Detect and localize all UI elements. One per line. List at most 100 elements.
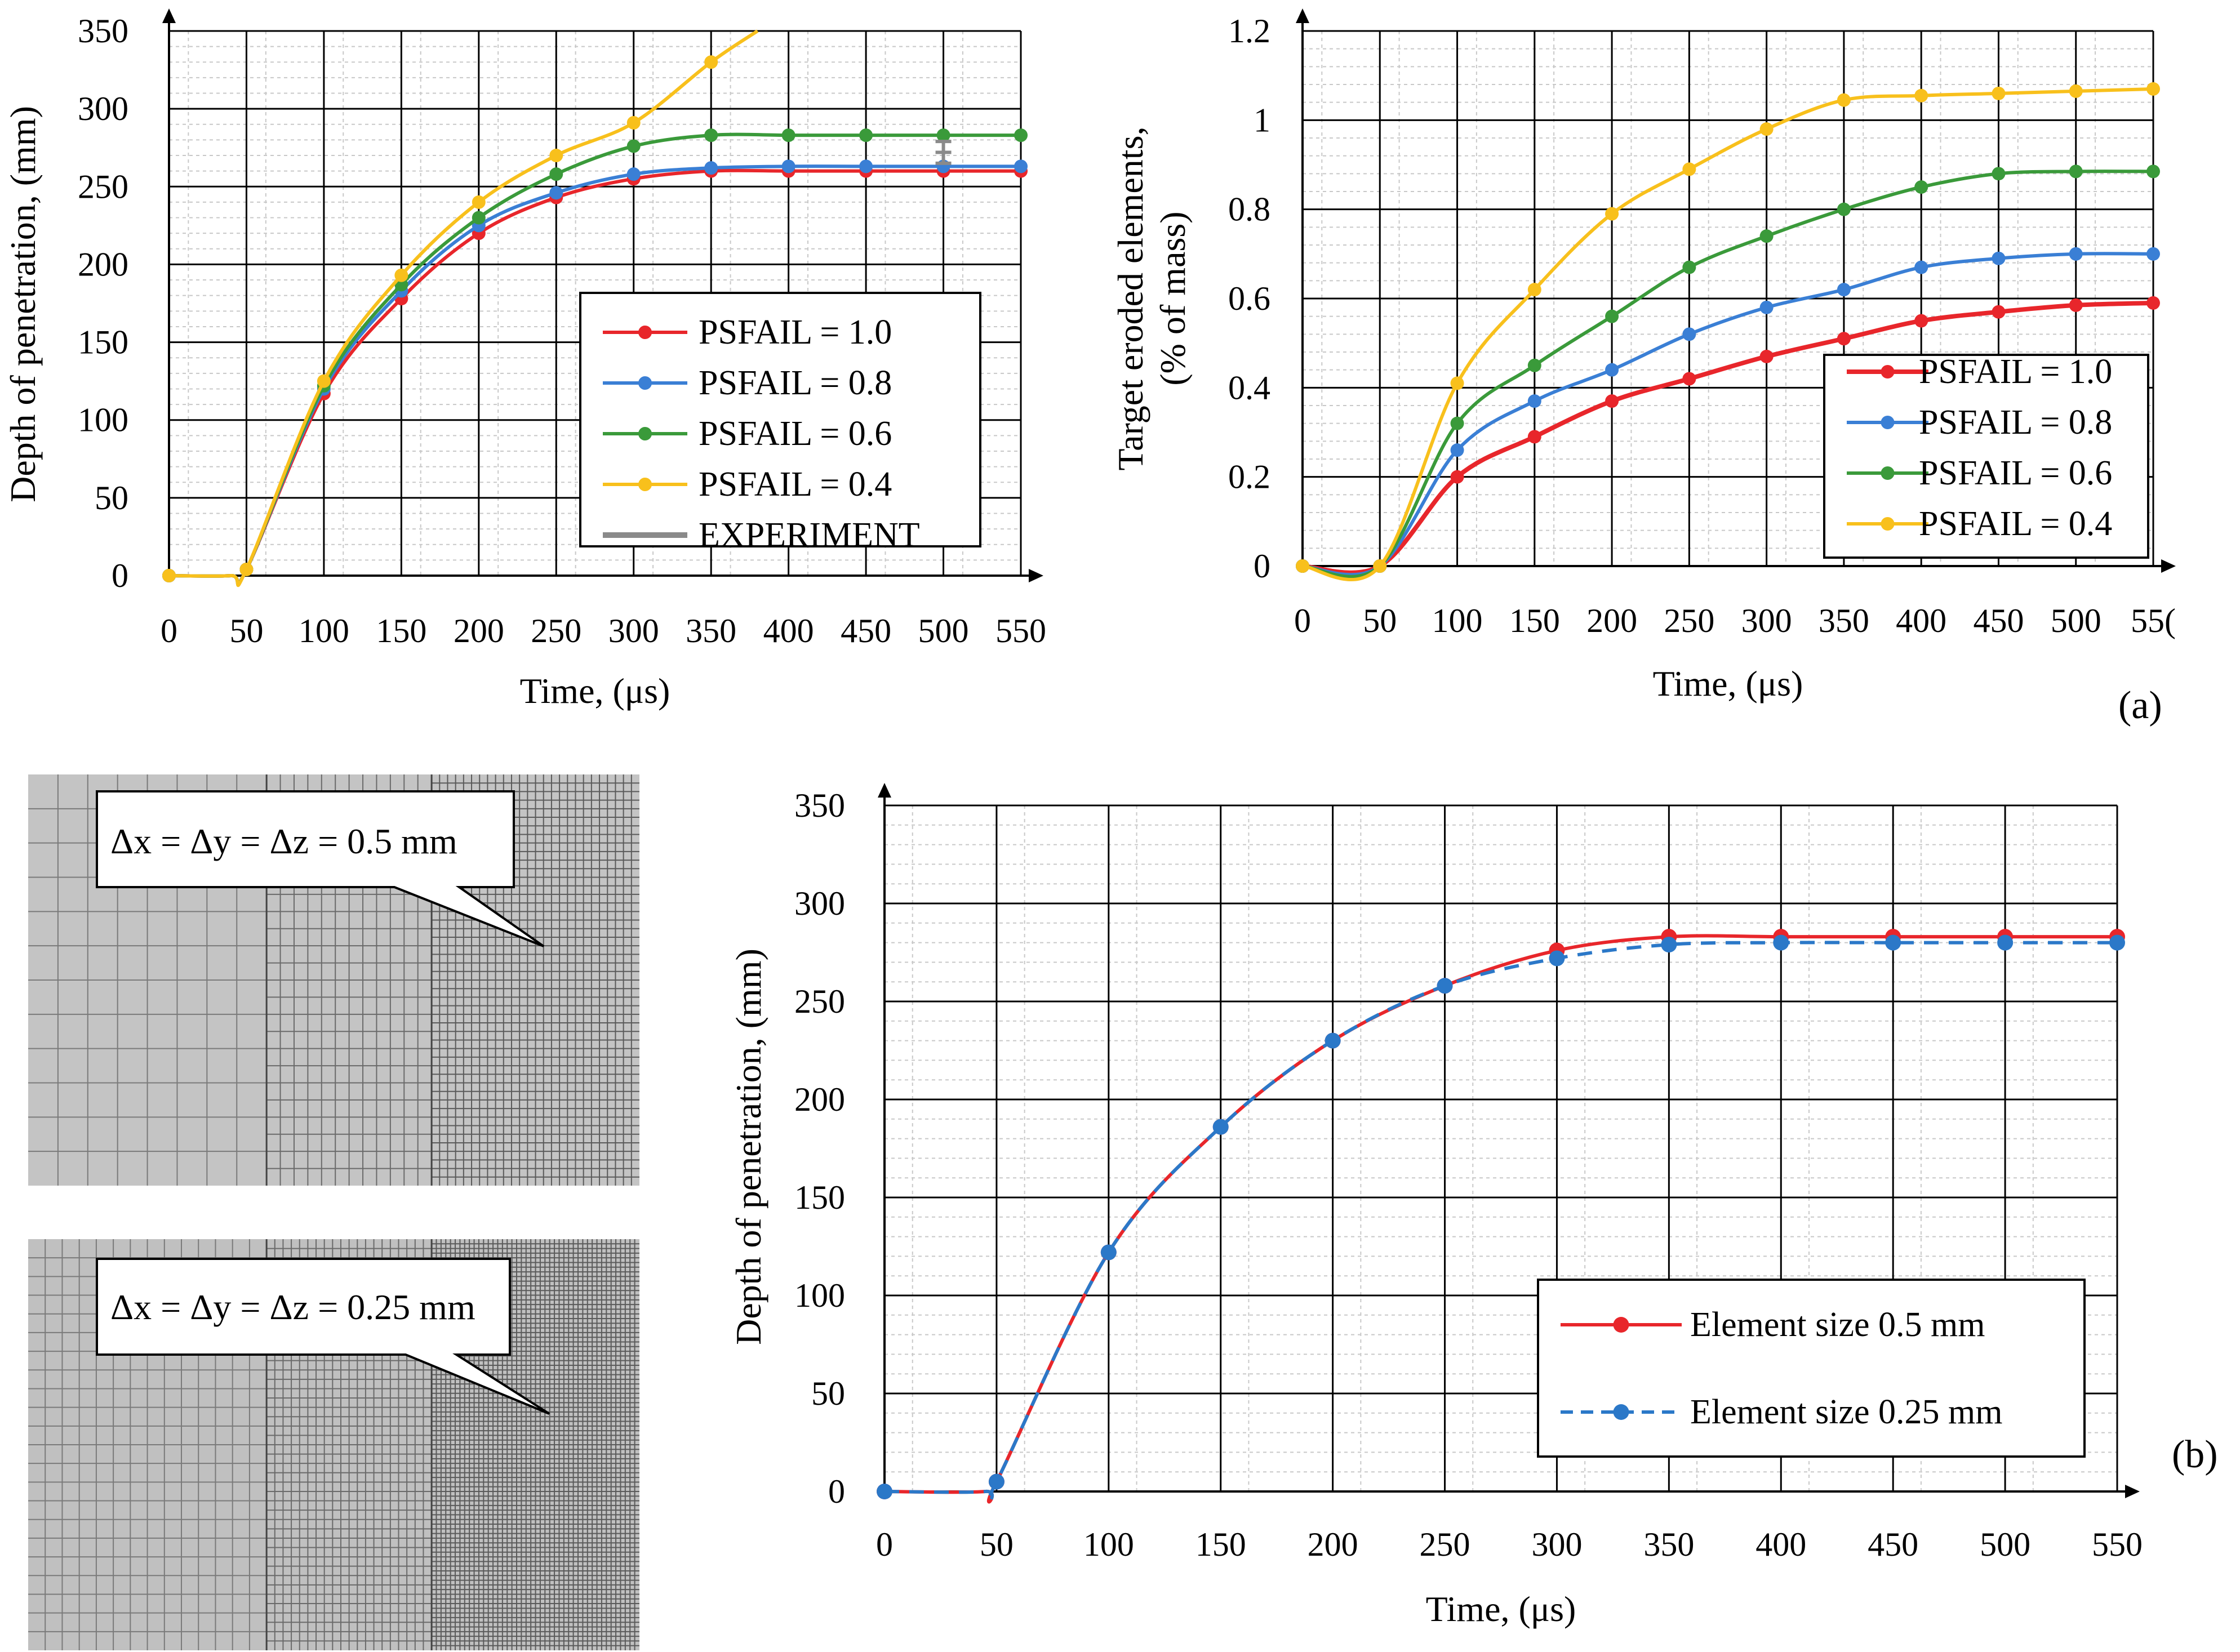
y-tick-label: 250 xyxy=(794,983,845,1020)
data-point xyxy=(1885,934,1901,951)
x-axis-arrow xyxy=(2125,1485,2140,1498)
data-point xyxy=(1837,283,1851,297)
data-point xyxy=(936,128,950,143)
legend-label: PSFAIL = 1.0 xyxy=(1919,353,2112,391)
data-point xyxy=(1527,430,1541,444)
data-point xyxy=(1992,86,2006,100)
data-point xyxy=(2069,84,2083,98)
data-point xyxy=(2146,164,2160,179)
data-point xyxy=(1605,309,1619,323)
data-point xyxy=(1014,159,1028,173)
y-axis-label: Depth of penetration, (mm) xyxy=(3,106,43,502)
data-point xyxy=(1837,93,1851,107)
x-tick-label: 250 xyxy=(1664,602,1714,639)
legend-item: PSFAIL = 1.0 xyxy=(1847,353,2112,391)
data-point xyxy=(1837,202,1851,216)
data-point xyxy=(1605,363,1619,377)
x-tick-label: 550 xyxy=(2092,1526,2143,1563)
legend-marker xyxy=(1881,466,1895,480)
data-point xyxy=(1437,978,1453,994)
data-point xyxy=(162,569,176,582)
data-point xyxy=(1914,260,1928,274)
data-point xyxy=(1914,314,1928,328)
x-tick-label: 50 xyxy=(980,1526,1014,1563)
data-point xyxy=(1450,443,1464,457)
data-point xyxy=(1325,1032,1341,1049)
x-tick-label: 150 xyxy=(376,612,426,649)
data-point xyxy=(2146,82,2160,96)
data-point xyxy=(1682,162,1696,176)
series-line-2 xyxy=(884,941,2117,1504)
x-tick-label: 100 xyxy=(1432,602,1483,639)
data-point xyxy=(1100,1244,1117,1261)
data-point xyxy=(781,128,795,143)
data-point xyxy=(1682,327,1696,341)
x-tick-label: 100 xyxy=(299,612,349,649)
axes xyxy=(1296,8,2176,573)
x-tick-label: 0 xyxy=(161,612,177,649)
data-point xyxy=(1914,88,1928,103)
series-group xyxy=(162,29,1028,587)
data-point xyxy=(1759,300,1774,314)
data-point xyxy=(472,195,486,209)
x-tick-label: 150 xyxy=(1509,602,1560,639)
x-tick-label: 0 xyxy=(1294,602,1311,639)
panel-label-a: (a) xyxy=(2118,684,2162,727)
legend-item: PSFAIL = 1.0 xyxy=(603,313,892,351)
legend-label: PSFAIL = 0.8 xyxy=(699,364,892,402)
data-point xyxy=(704,55,718,69)
data-point xyxy=(2109,934,2125,951)
data-point xyxy=(1605,207,1619,221)
x-tick-label: 450 xyxy=(841,612,891,649)
data-point xyxy=(626,116,641,130)
y-axis-label-2: (% of mass) xyxy=(1153,211,1193,385)
legend-label: Element size 0.5 mm xyxy=(1690,1306,1985,1344)
legend: PSFAIL = 1.0 PSFAIL = 0.8 PSFAIL = 0.6 PSFA… xyxy=(1823,353,2149,559)
y-tick-label: 250 xyxy=(78,168,128,205)
y-tick-label: 350 xyxy=(78,12,128,50)
x-tick-label: 50 xyxy=(229,612,263,649)
data-point xyxy=(2146,247,2160,261)
legend-marker xyxy=(1881,365,1895,379)
data-point xyxy=(1212,1119,1229,1135)
data-point xyxy=(626,167,641,181)
data-point xyxy=(239,562,254,576)
data-point xyxy=(1527,283,1541,297)
x-tick-label: 400 xyxy=(763,612,814,649)
x-tick-label: 500 xyxy=(918,612,969,649)
y-tick-label: 1 xyxy=(1254,101,1270,139)
panel-label-b: (b) xyxy=(2172,1433,2218,1476)
data-point xyxy=(1992,251,2006,265)
x-axis-arrow xyxy=(2161,559,2176,573)
legend-item: EXPERIMENT xyxy=(603,516,920,554)
data-point xyxy=(1682,372,1696,386)
y-tick-label: 1.2 xyxy=(1228,12,1270,50)
legend-label: EXPERIMENT xyxy=(699,516,920,554)
data-point xyxy=(626,139,641,153)
legend-label: PSFAIL = 0.8 xyxy=(1919,403,2112,442)
data-point xyxy=(2146,296,2160,310)
x-tick-label: 200 xyxy=(454,612,504,649)
legend-item: PSFAIL = 0.8 xyxy=(603,364,892,402)
y-axis-arrow xyxy=(1296,8,1309,23)
data-point xyxy=(1527,358,1541,372)
y-axis-label: Depth of penetration, (mm) xyxy=(728,949,768,1345)
x-tick-label: 200 xyxy=(1586,602,1637,639)
data-point xyxy=(781,159,795,173)
data-point xyxy=(549,186,563,200)
x-axis-label: Time, (μs) xyxy=(520,671,670,711)
legend: PSFAIL = 1.0 PSFAIL = 0.8 PSFAIL = 0.6 PSFA… xyxy=(579,292,981,554)
y-tick-label: 150 xyxy=(794,1179,845,1216)
legend-label: Element size 0.25 mm xyxy=(1690,1393,2002,1431)
y-tick-label: 100 xyxy=(794,1277,845,1314)
x-tick-label: 300 xyxy=(1741,602,1792,639)
x-tick-label: 150 xyxy=(1195,1526,1246,1563)
y-tick-label: 0 xyxy=(112,557,128,594)
legend-marker xyxy=(1881,517,1895,531)
data-point xyxy=(859,159,873,173)
x-tick-label: 350 xyxy=(686,612,736,649)
x-tick-label: 0 xyxy=(876,1526,893,1563)
legend-item: Element size 0.5 mm xyxy=(1561,1306,1985,1344)
y-tick-label: 50 xyxy=(95,479,128,516)
